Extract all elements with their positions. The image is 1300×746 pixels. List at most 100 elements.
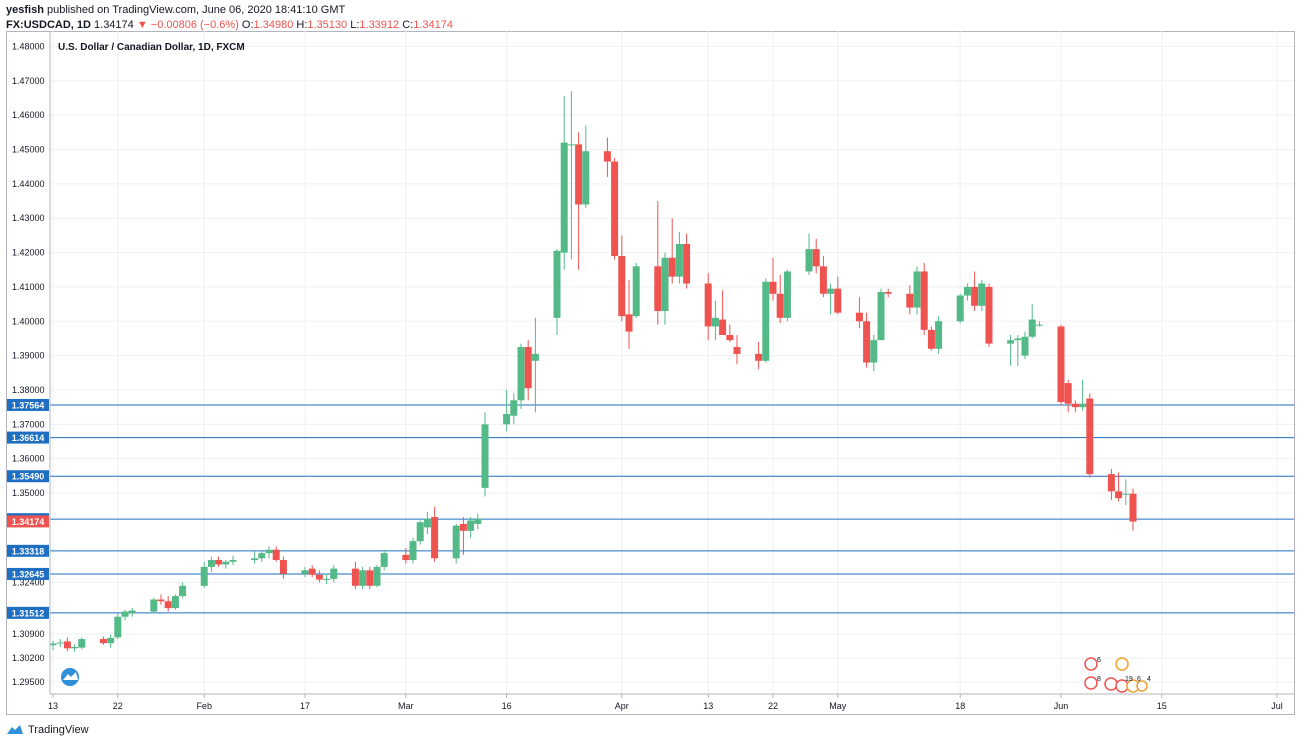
candle[interactable] — [251, 551, 259, 564]
candle[interactable] — [503, 389, 511, 432]
candle[interactable] — [755, 341, 763, 370]
candle[interactable] — [171, 594, 179, 610]
candle[interactable] — [1107, 468, 1115, 500]
tradingview-footer[interactable]: TradingView — [6, 724, 89, 736]
candle[interactable] — [229, 555, 237, 566]
candle[interactable] — [733, 335, 741, 365]
candle[interactable] — [726, 324, 734, 342]
candle[interactable] — [416, 520, 424, 545]
candle[interactable] — [114, 613, 122, 640]
candle[interactable] — [956, 293, 964, 323]
candle[interactable] — [632, 262, 640, 318]
candle[interactable] — [855, 297, 863, 329]
candle[interactable] — [380, 549, 388, 571]
candle[interactable] — [560, 96, 568, 270]
candle[interactable] — [330, 565, 338, 583]
candle[interactable] — [668, 218, 676, 284]
candle[interactable] — [272, 546, 280, 562]
candle[interactable] — [913, 266, 921, 315]
ca-flag-icon[interactable] — [1115, 657, 1129, 671]
candle[interactable] — [827, 283, 835, 315]
candle[interactable] — [164, 596, 172, 612]
candle[interactable] — [315, 570, 323, 583]
candle[interactable] — [1035, 321, 1043, 327]
candle[interactable] — [1007, 335, 1015, 366]
candle[interactable] — [1057, 324, 1065, 406]
candle[interactable] — [769, 257, 777, 301]
candle[interactable] — [985, 283, 993, 348]
candle[interactable] — [474, 513, 482, 530]
candle[interactable] — [978, 280, 986, 311]
candle[interactable] — [877, 288, 885, 341]
candle[interactable] — [783, 269, 791, 322]
candle[interactable] — [1064, 379, 1072, 413]
us-flag-icon[interactable] — [1084, 657, 1098, 671]
candle[interactable] — [1071, 400, 1079, 413]
candle[interactable] — [1129, 488, 1137, 531]
candle[interactable] — [423, 511, 431, 535]
candle[interactable] — [409, 537, 417, 564]
candle[interactable] — [920, 262, 928, 336]
candle[interactable] — [603, 137, 611, 177]
candle[interactable] — [704, 273, 712, 341]
candle[interactable] — [971, 271, 979, 311]
candle[interactable] — [531, 317, 539, 413]
candle[interactable] — [762, 278, 770, 363]
candle[interactable] — [121, 609, 129, 621]
candle[interactable] — [323, 573, 331, 585]
candle[interactable] — [279, 556, 287, 579]
candle[interactable] — [618, 235, 626, 322]
candle[interactable] — [1122, 479, 1130, 506]
candle[interactable] — [366, 566, 374, 590]
candle[interactable] — [683, 233, 691, 289]
candle[interactable] — [935, 316, 943, 354]
candle[interactable] — [884, 288, 892, 298]
candle[interactable] — [553, 249, 561, 336]
candle[interactable] — [459, 517, 467, 555]
candle[interactable] — [481, 412, 489, 497]
candle[interactable] — [805, 233, 813, 275]
candle[interactable] — [359, 566, 367, 590]
candle[interactable] — [373, 565, 381, 588]
candle[interactable] — [963, 283, 971, 301]
candle[interactable] — [517, 343, 525, 409]
candle[interactable] — [524, 340, 532, 401]
candle[interactable] — [467, 517, 475, 538]
candle[interactable] — [258, 551, 266, 562]
candle[interactable] — [351, 561, 359, 590]
candle[interactable] — [1028, 304, 1036, 339]
candle[interactable] — [431, 506, 439, 562]
candle[interactable] — [719, 290, 727, 336]
candle[interactable] — [179, 582, 187, 598]
candle[interactable] — [71, 644, 79, 652]
candle[interactable] — [222, 560, 230, 569]
candle[interactable] — [107, 634, 115, 648]
candle[interactable] — [819, 256, 827, 298]
economic-events[interactable]: 68 19 6 4 — [1084, 657, 1151, 693]
candle[interactable] — [49, 640, 57, 651]
candle[interactable] — [207, 556, 215, 573]
candle[interactable] — [654, 201, 662, 325]
candle[interactable] — [1079, 379, 1087, 411]
candle[interactable] — [834, 276, 842, 315]
candle[interactable] — [301, 566, 309, 578]
candle[interactable] — [812, 238, 820, 274]
candle[interactable] — [1021, 331, 1029, 360]
author-name[interactable]: yesfish — [6, 4, 44, 16]
candle[interactable] — [675, 231, 683, 284]
candle[interactable] — [78, 637, 86, 650]
candle[interactable] — [402, 548, 410, 564]
candle[interactable] — [906, 285, 914, 315]
candle[interactable] — [776, 274, 784, 323]
candle[interactable] — [575, 132, 583, 270]
candle[interactable] — [265, 546, 273, 559]
candle[interactable] — [157, 594, 165, 605]
candle[interactable] — [567, 91, 575, 260]
candle[interactable] — [63, 637, 71, 652]
candle[interactable] — [927, 326, 935, 351]
candle[interactable] — [510, 393, 518, 425]
candle[interactable] — [711, 300, 719, 341]
candle[interactable] — [200, 561, 208, 588]
candle[interactable] — [452, 523, 460, 564]
